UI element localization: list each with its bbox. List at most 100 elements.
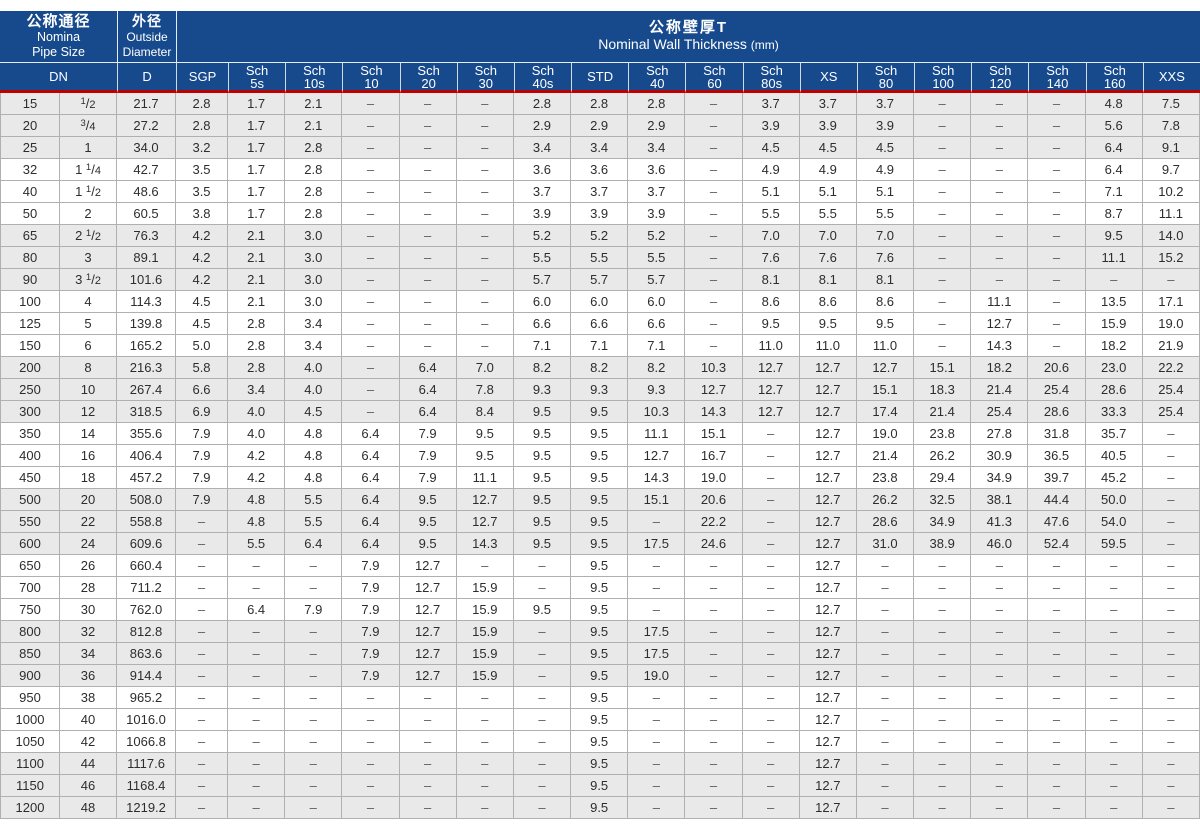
column-header-sch-30: Sch 30 bbox=[456, 63, 514, 93]
cell-sch-160: – bbox=[1085, 687, 1143, 709]
cell-sch-100: – bbox=[914, 555, 972, 577]
cell-sch-160: – bbox=[1085, 577, 1143, 599]
cell-sch-20: 12.7 bbox=[399, 621, 457, 643]
cell-sch-20: – bbox=[399, 335, 457, 357]
cell-inch: 24 bbox=[60, 533, 118, 555]
cell-sch-140: – bbox=[1028, 577, 1086, 599]
cell-xs: 12.7 bbox=[799, 357, 857, 379]
cell-sch-100: 15.1 bbox=[914, 357, 972, 379]
cell-sch-40: – bbox=[628, 577, 686, 599]
cell-sch-100: 26.2 bbox=[914, 445, 972, 467]
cell-xs: 12.7 bbox=[799, 643, 857, 665]
cell-std: 6.6 bbox=[571, 313, 629, 335]
cell-sch-30: – bbox=[456, 137, 514, 159]
cell-sgp: – bbox=[176, 797, 229, 819]
wall-thickness-unit: (mm) bbox=[750, 38, 779, 52]
cell-xxs: – bbox=[1142, 621, 1200, 643]
cell-sch-10: – bbox=[342, 379, 400, 401]
cell-sch-5s: 2.8 bbox=[228, 357, 286, 379]
cell-sch-140: – bbox=[1028, 313, 1086, 335]
cell-std: 9.5 bbox=[571, 731, 629, 753]
cell-sch-5s: 1.7 bbox=[228, 115, 286, 137]
cell-dn: 1050 bbox=[0, 731, 60, 753]
cell-sch-40: 15.1 bbox=[628, 489, 686, 511]
column-header-xs: XS bbox=[799, 63, 857, 93]
table-row: 25 1 34.0 3.2 1.7 2.8– – –3.4 3.4 3.4–4.5 4.5 4.5– –… bbox=[0, 137, 1200, 159]
cell-sgp: 3.8 bbox=[176, 203, 229, 225]
cell-xxs: – bbox=[1142, 269, 1200, 291]
cell-xs: 12.7 bbox=[799, 511, 857, 533]
cell-xxs: 7.8 bbox=[1142, 115, 1200, 137]
table-row: 200 8 216.3 5.8 2.8 4.0–6.4 7.0 8.2 8.2 8.2 10.3 12… bbox=[0, 357, 1200, 379]
cell-dn: 850 bbox=[0, 643, 60, 665]
cell-xxs: – bbox=[1142, 731, 1200, 753]
cell-xs: 12.7 bbox=[799, 687, 857, 709]
cell-sch-120: – bbox=[971, 687, 1029, 709]
cell-sch-80: 31.0 bbox=[856, 533, 915, 555]
cell-d: 114.3 bbox=[117, 291, 177, 313]
cell-sch-160: 5.6 bbox=[1085, 115, 1143, 137]
cell-sch-160: 40.5 bbox=[1085, 445, 1143, 467]
cell-sch-140: – bbox=[1028, 709, 1086, 731]
cell-sch-20: – bbox=[399, 115, 457, 137]
cell-inch: 42 bbox=[60, 731, 118, 753]
cell-sch-5s: 1.7 bbox=[228, 181, 286, 203]
cell-d: 558.8 bbox=[117, 511, 177, 533]
cell-sch-80s: 3.7 bbox=[742, 93, 800, 115]
cell-std: 9.5 bbox=[571, 665, 629, 687]
cell-sch-100: 32.5 bbox=[914, 489, 972, 511]
cell-sch-40: – bbox=[628, 775, 686, 797]
cell-sch-30: – bbox=[456, 797, 514, 819]
cell-sch-20: 7.9 bbox=[399, 445, 457, 467]
cell-sgp: 3.2 bbox=[176, 137, 229, 159]
cell-xxs: – bbox=[1142, 445, 1200, 467]
cell-sgp: 5.8 bbox=[176, 357, 229, 379]
cell-sch-60: – bbox=[685, 291, 743, 313]
cell-inch: 2 1/2 bbox=[60, 225, 118, 247]
cell-sch-30: – bbox=[456, 775, 514, 797]
cell-sch-30: – bbox=[456, 159, 514, 181]
table-row: 40 1 1/2 48.6 3.5 1.7 2.8– – –3.7 3.7 3.7–5.1 5.1 5… bbox=[0, 181, 1200, 203]
cell-sch-160: 8.7 bbox=[1085, 203, 1143, 225]
cell-sch-10: – bbox=[342, 291, 400, 313]
cell-sch-60: – bbox=[685, 621, 743, 643]
cell-sch-10: – bbox=[342, 93, 400, 115]
cell-sch-40s: 6.0 bbox=[513, 291, 572, 313]
cell-sgp: 6.6 bbox=[176, 379, 229, 401]
cell-sch-140: – bbox=[1028, 225, 1086, 247]
cell-dn: 250 bbox=[0, 379, 60, 401]
cell-dn: 40 bbox=[0, 181, 60, 203]
column-header-sch-160: Sch 160 bbox=[1085, 63, 1143, 93]
cell-sch-80: 11.0 bbox=[856, 335, 915, 357]
cell-sch-60: – bbox=[685, 665, 743, 687]
cell-std: 6.0 bbox=[571, 291, 629, 313]
cell-sch-40s: 6.6 bbox=[513, 313, 572, 335]
cell-sch-120: – bbox=[971, 555, 1029, 577]
header-nominal-pipe-size: 公称通径 Nomina Pipe Size bbox=[0, 11, 118, 63]
cell-sch-40: 6.6 bbox=[628, 313, 686, 335]
column-header-sch-5s: Sch 5s bbox=[228, 63, 286, 93]
cell-sch-100: 21.4 bbox=[914, 401, 972, 423]
cell-sch-30: 14.3 bbox=[456, 533, 514, 555]
table-row: 1100 44 1117.6– – – – – – –9.5– – –12.7– – – – – – bbox=[0, 753, 1200, 775]
cell-std: 9.5 bbox=[571, 533, 629, 555]
cell-sch-40: – bbox=[628, 511, 686, 533]
cell-sgp: 3.5 bbox=[176, 159, 229, 181]
cell-sch-140: – bbox=[1028, 775, 1086, 797]
cell-sch-40s: 9.3 bbox=[513, 379, 572, 401]
cell-sch-60: 22.2 bbox=[685, 511, 743, 533]
cell-sch-80: – bbox=[856, 775, 915, 797]
column-header-xxs: XXS bbox=[1142, 63, 1200, 93]
cell-sch-10: – bbox=[342, 335, 400, 357]
cell-sch-80s: – bbox=[742, 489, 800, 511]
cell-sch-10s: 2.8 bbox=[285, 181, 343, 203]
cell-sch-60: 12.7 bbox=[685, 379, 743, 401]
cell-sch-10s: – bbox=[285, 797, 343, 819]
cell-sch-40s: – bbox=[513, 797, 572, 819]
cell-sch-80: 26.2 bbox=[856, 489, 915, 511]
cell-sgp: – bbox=[176, 533, 229, 555]
cell-sch-30: – bbox=[456, 115, 514, 137]
cell-xxs: 17.1 bbox=[1142, 291, 1200, 313]
cell-dn: 25 bbox=[0, 137, 60, 159]
cell-sch-160: 23.0 bbox=[1085, 357, 1143, 379]
